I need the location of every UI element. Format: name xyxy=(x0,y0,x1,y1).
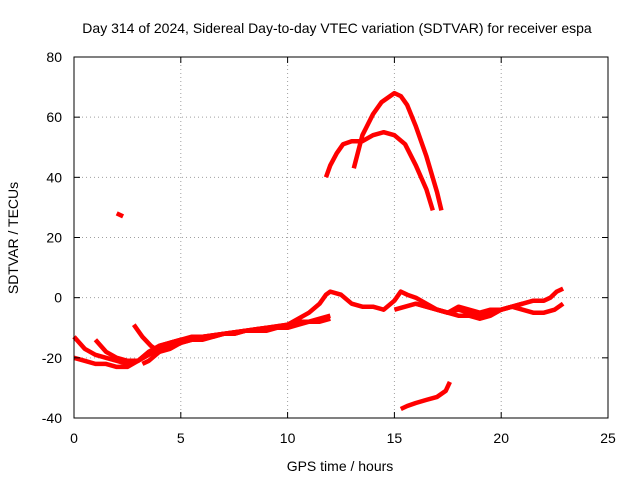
y-tick-label: -20 xyxy=(42,350,62,366)
grid-lines xyxy=(74,57,608,418)
chart-title: Day 314 of 2024, Sidereal Day-to-day VTE… xyxy=(82,20,592,36)
series-arc-2 xyxy=(72,289,524,367)
series-arc-7 xyxy=(415,286,565,315)
y-tick-label: 40 xyxy=(46,169,62,185)
series-arc-5 xyxy=(141,316,331,366)
y-tick-label: -40 xyxy=(42,410,62,426)
data-series xyxy=(72,90,565,412)
tick-marks xyxy=(73,56,609,419)
y-axis-label: SDTVAR / TECUs xyxy=(5,182,21,294)
x-tick-label: 15 xyxy=(387,430,403,446)
series-arc-10 xyxy=(115,211,125,219)
x-tick-label: 0 xyxy=(70,430,78,446)
y-tick-label: 20 xyxy=(46,230,62,246)
y-tick-label: 80 xyxy=(46,49,62,65)
x-axis-label: GPS time / hours xyxy=(287,458,394,474)
x-tick-label: 10 xyxy=(280,430,296,446)
series-arc-9 xyxy=(351,90,444,211)
series-arc-8 xyxy=(323,129,435,212)
x-tick-label: 25 xyxy=(600,430,616,446)
y-tick-label: 0 xyxy=(54,290,62,306)
x-tick-label: 5 xyxy=(177,430,185,446)
series-arc-11 xyxy=(399,380,452,412)
tick-labels: 0 5 10 15 20 25 -40 -20 0 20 40 60 80 xyxy=(42,49,616,446)
y-tick-label: 60 xyxy=(46,109,62,125)
x-tick-label: 20 xyxy=(493,430,509,446)
